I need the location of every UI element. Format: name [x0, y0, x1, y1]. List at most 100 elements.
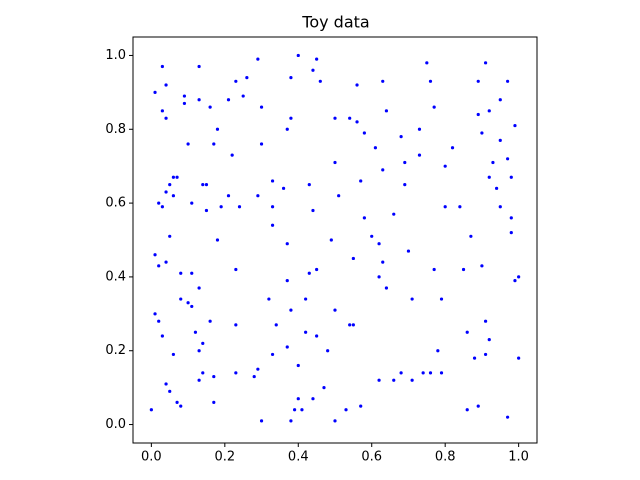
point	[168, 389, 172, 393]
point	[487, 338, 491, 342]
point	[212, 400, 216, 404]
point	[182, 101, 187, 106]
point	[403, 160, 407, 165]
point	[289, 308, 293, 312]
point	[289, 419, 293, 423]
point	[201, 183, 205, 187]
point	[483, 352, 488, 357]
point	[509, 175, 513, 179]
point	[377, 275, 381, 279]
point	[153, 253, 157, 257]
point	[201, 341, 205, 345]
point	[289, 76, 293, 80]
point	[436, 349, 440, 353]
point	[285, 279, 289, 283]
point	[179, 271, 183, 275]
point	[164, 190, 168, 194]
point	[164, 382, 168, 386]
point	[487, 175, 491, 179]
point	[186, 301, 190, 305]
point	[428, 371, 433, 375]
axes-frame	[132, 36, 538, 444]
x-tick-label: 1.0	[508, 450, 529, 465]
point	[381, 79, 385, 83]
point	[168, 234, 172, 238]
point	[164, 260, 168, 264]
point	[304, 330, 308, 334]
point	[168, 183, 172, 187]
point	[230, 153, 234, 157]
point	[403, 183, 407, 187]
point	[157, 319, 161, 323]
point	[509, 216, 513, 220]
point	[311, 397, 315, 401]
point	[311, 208, 315, 213]
point	[417, 153, 422, 157]
point	[285, 127, 289, 131]
point	[333, 419, 337, 423]
x-tick-label: 0.6	[361, 450, 382, 465]
point	[307, 183, 311, 187]
point	[296, 397, 300, 401]
point	[179, 404, 183, 408]
point	[304, 297, 308, 301]
point	[443, 164, 447, 168]
point	[160, 334, 164, 338]
point	[193, 330, 198, 334]
point	[259, 419, 264, 423]
point	[293, 408, 297, 412]
point	[171, 194, 175, 198]
point	[439, 297, 444, 301]
point	[362, 131, 366, 135]
point	[212, 142, 216, 146]
point	[480, 264, 484, 268]
point	[384, 286, 389, 290]
y-tick-label: 0.8	[105, 122, 126, 137]
point	[215, 238, 220, 242]
point	[256, 57, 260, 61]
point	[153, 90, 157, 94]
point	[517, 275, 521, 279]
point	[399, 135, 403, 139]
point	[370, 234, 374, 238]
point	[428, 79, 433, 83]
point	[491, 160, 495, 165]
point	[333, 116, 337, 120]
point	[472, 356, 477, 360]
point	[483, 319, 488, 323]
point	[318, 79, 322, 83]
point	[392, 212, 396, 216]
point	[315, 57, 319, 61]
point	[498, 98, 502, 102]
x-tick-label: 0.0	[141, 450, 162, 465]
point	[377, 242, 381, 246]
point	[517, 356, 521, 360]
point	[219, 205, 223, 209]
point	[157, 201, 161, 205]
point	[270, 352, 275, 357]
point	[204, 208, 209, 213]
point	[392, 378, 396, 382]
point	[417, 127, 422, 131]
point	[476, 404, 480, 408]
point	[351, 256, 355, 261]
point	[160, 64, 164, 69]
point	[234, 371, 238, 375]
point	[164, 83, 168, 87]
point	[212, 374, 216, 379]
point	[149, 408, 153, 412]
point	[315, 267, 319, 272]
point	[498, 205, 502, 209]
y-tick-label: 0.6	[105, 196, 126, 211]
point	[256, 194, 260, 198]
point	[164, 116, 168, 120]
point	[337, 194, 341, 198]
point	[480, 131, 484, 135]
point	[348, 323, 352, 327]
point	[270, 179, 275, 183]
point	[267, 297, 271, 301]
y-tick-label: 0.4	[105, 269, 126, 284]
point	[285, 345, 289, 349]
point	[175, 175, 179, 179]
